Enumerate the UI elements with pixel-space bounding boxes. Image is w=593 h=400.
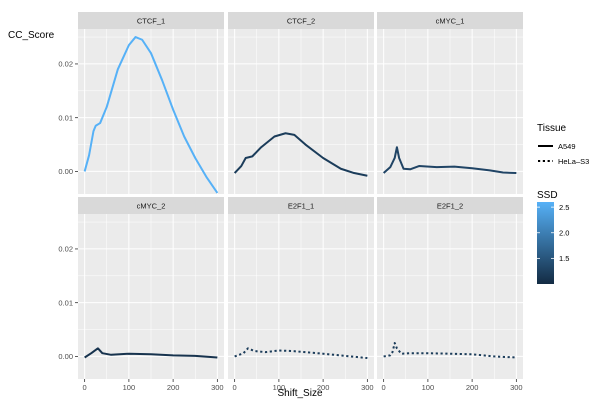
y-tick-label: 0.00 <box>58 167 73 176</box>
facet-strip <box>377 197 523 214</box>
legend-title-tissue: Tissue <box>537 123 567 134</box>
series-line-e2f1-2 <box>383 341 517 359</box>
x-tick-label: 100 <box>123 383 136 392</box>
series-line-cmyc-1 <box>382 146 517 175</box>
series-line-ctcf-2 <box>233 132 368 177</box>
x-tick-label: 0 <box>83 383 87 392</box>
y-tick-label: 0.02 <box>58 245 73 254</box>
facet-label: CTCF_1 <box>137 17 165 26</box>
x-tick-label: 300 <box>211 383 224 392</box>
colorbar-label: 2.0 <box>559 229 569 238</box>
x-tick-label: 100 <box>422 383 435 392</box>
x-tick-label: 100 <box>273 383 286 392</box>
x-axis-title: Shift_Size <box>277 388 322 399</box>
legend-label: HeLa–S3 <box>558 157 589 166</box>
series-line-ctcf-1 <box>83 36 219 194</box>
facet-strip <box>228 197 374 214</box>
facet-label: cMYC_1 <box>436 17 465 26</box>
facet-label: E2F1_1 <box>288 202 314 211</box>
y-tick-label: 0.00 <box>58 352 73 361</box>
facet-strip <box>228 12 374 29</box>
y-tick-label: 0.02 <box>58 60 73 69</box>
y-axis-title: CC_Score <box>8 30 55 41</box>
y-tick-label: 0.01 <box>58 113 73 122</box>
x-tick-label: 300 <box>510 383 523 392</box>
x-tick-label: 0 <box>382 383 386 392</box>
x-tick-label: 200 <box>466 383 479 392</box>
facet-strip <box>78 197 224 214</box>
facet-strip <box>78 12 224 29</box>
colorbar-label: 2.5 <box>559 203 569 212</box>
x-tick-label: 300 <box>361 383 374 392</box>
y-tick-label: 0.01 <box>58 298 73 307</box>
legend-title-ssd: SSD <box>537 190 558 201</box>
facet-strip <box>377 12 523 29</box>
x-tick-label: 200 <box>317 383 330 392</box>
legend-label: A549 <box>558 142 576 151</box>
x-tick-label: 200 <box>167 383 180 392</box>
ssd-colorbar <box>537 202 554 284</box>
facet-label: CTCF_2 <box>287 17 315 26</box>
colorbar-label: 1.5 <box>559 254 569 263</box>
x-tick-label: 0 <box>233 383 237 392</box>
series-line-cmyc-2 <box>84 347 218 359</box>
facet-label: cMYC_2 <box>137 202 166 211</box>
facet-label: E2F1_2 <box>437 202 463 211</box>
